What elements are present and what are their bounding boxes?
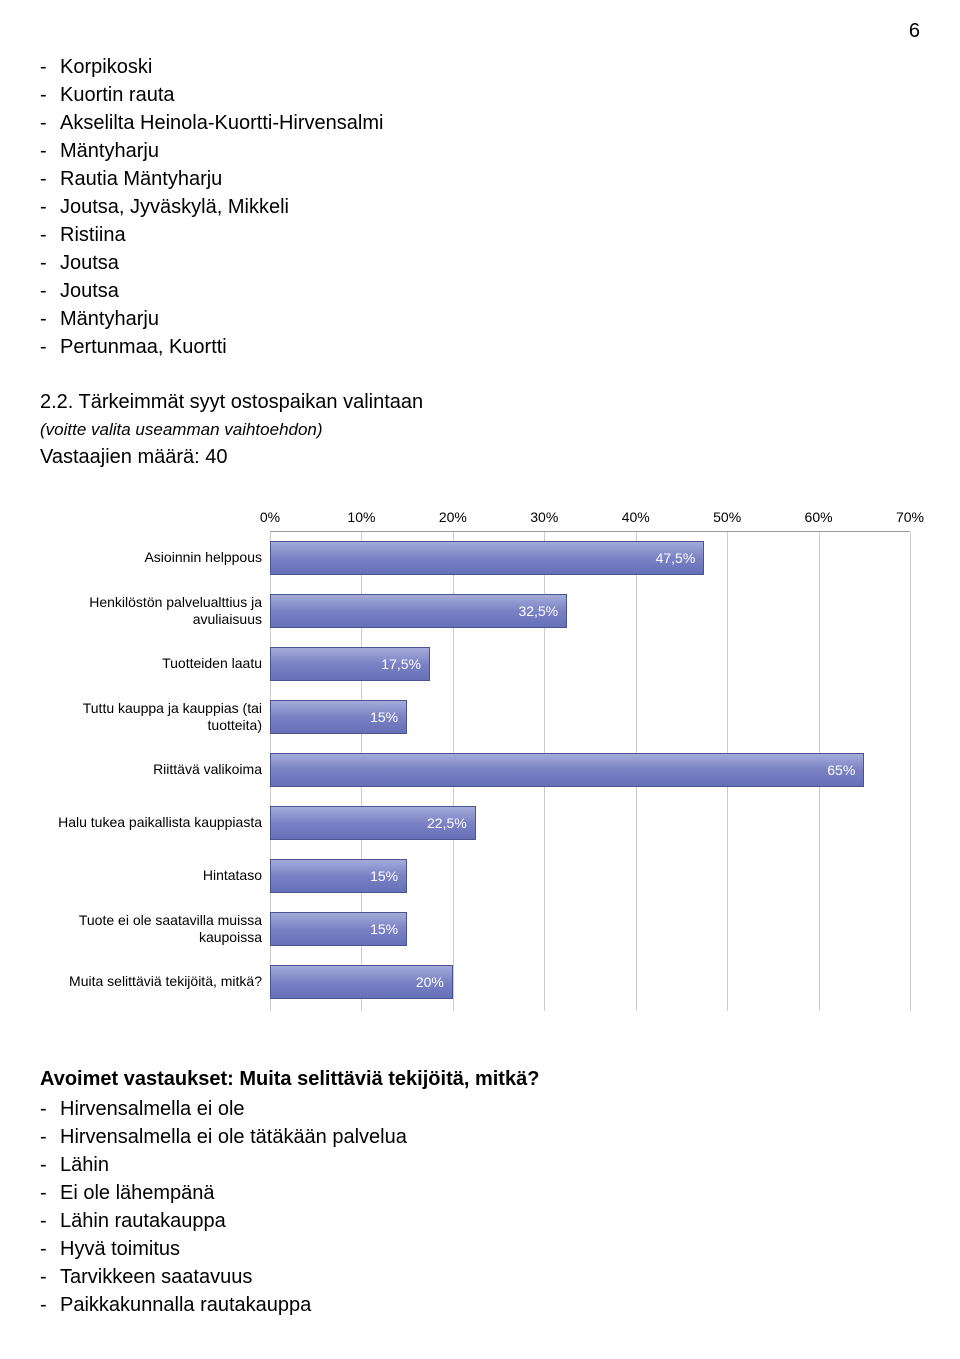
bar-value: 15% — [370, 868, 398, 884]
chart-bar-row: Hintataso 15% — [50, 849, 910, 902]
list-item: Rautia Mäntyharju — [60, 165, 920, 193]
chart-bar-row: Asioinnin helppous 47,5% — [50, 531, 910, 584]
axis-tick: 10% — [347, 509, 375, 525]
list-item: Tarvikkeen saatavuus — [60, 1263, 920, 1291]
bar: 15% — [270, 859, 407, 893]
list-item: Hyvä toimitus — [60, 1235, 920, 1263]
axis-tick: 40% — [622, 509, 650, 525]
page-number: 6 — [40, 20, 920, 43]
bar-value: 65% — [827, 762, 855, 778]
bar-label: Tuttu kauppa ja kauppias (tai tuotteita) — [50, 700, 270, 734]
respondent-count: Vastaajien määrä: 40 — [40, 446, 920, 469]
chart-bar-row: Tuote ei ole saatavilla muissa kaupoissa… — [50, 902, 910, 955]
bar-value: 15% — [370, 921, 398, 937]
gridline — [910, 532, 911, 1011]
list-item: Korpikoski — [60, 53, 920, 81]
answers-title: Avoimet vastaukset: Muita selittäviä tek… — [40, 1068, 920, 1091]
bar-value: 47,5% — [656, 550, 696, 566]
bar-value: 17,5% — [381, 656, 421, 672]
chart-bar-row: Tuttu kauppa ja kauppias (tai tuotteita)… — [50, 690, 910, 743]
list-item: Hirvensalmella ei ole tätäkään palvelua — [60, 1123, 920, 1151]
list-item: Hirvensalmella ei ole — [60, 1095, 920, 1123]
top-bullet-list: KorpikoskiKuortin rautaAkselilta Heinola… — [60, 53, 920, 361]
chart: 0%10%20%30%40%50%60%70% Asioinnin helppo… — [50, 509, 910, 1008]
list-item: Lähin — [60, 1151, 920, 1179]
list-item: Joutsa, Jyväskylä, Mikkeli — [60, 193, 920, 221]
bar-label: Henkilöstön palvelualttius ja avuliaisuu… — [50, 594, 270, 628]
chart-bar-row: Riittävä valikoima 65% — [50, 743, 910, 796]
chart-bar-row: Henkilöstön palvelualttius ja avuliaisuu… — [50, 584, 910, 637]
axis-tick: 70% — [896, 509, 924, 525]
chart-bar-row: Muita selittäviä tekijöitä, mitkä? 20% — [50, 955, 910, 1008]
bar-value: 22,5% — [427, 815, 467, 831]
list-item: Mäntyharju — [60, 305, 920, 333]
bar-label: Muita selittäviä tekijöitä, mitkä? — [50, 973, 270, 990]
bar-label: Hintataso — [50, 867, 270, 884]
axis-tick: 0% — [260, 509, 280, 525]
chart-bar-row: Tuotteiden laatu 17,5% — [50, 637, 910, 690]
bar-label: Asioinnin helppous — [50, 549, 270, 566]
bar: 65% — [270, 753, 864, 787]
bar: 47,5% — [270, 541, 704, 575]
bar-value: 20% — [416, 974, 444, 990]
bar-label: Tuote ei ole saatavilla muissa kaupoissa — [50, 912, 270, 946]
bar: 17,5% — [270, 647, 430, 681]
x-axis-ticks: 0%10%20%30%40%50%60%70% — [270, 509, 910, 527]
bar-label: Riittävä valikoima — [50, 761, 270, 778]
bar-value: 15% — [370, 709, 398, 725]
bar: 15% — [270, 700, 407, 734]
list-item: Akselilta Heinola-Kuortti-Hirvensalmi — [60, 109, 920, 137]
answers-bullet-list: Hirvensalmella ei oleHirvensalmella ei o… — [60, 1095, 920, 1319]
chart-bar-row: Halu tukea paikallista kauppiasta 22,5% — [50, 796, 910, 849]
bar: 20% — [270, 965, 453, 999]
axis-tick: 20% — [439, 509, 467, 525]
bar-label: Halu tukea paikallista kauppiasta — [50, 814, 270, 831]
axis-tick: 50% — [713, 509, 741, 525]
bar-label: Tuotteiden laatu — [50, 655, 270, 672]
section-note: (voitte valita useamman vaihtoehdon) — [40, 420, 920, 440]
bar: 32,5% — [270, 594, 567, 628]
axis-tick: 30% — [530, 509, 558, 525]
bar: 15% — [270, 912, 407, 946]
list-item: Paikkakunnalla rautakauppa — [60, 1291, 920, 1319]
list-item: Pertunmaa, Kuortti — [60, 333, 920, 361]
list-item: Ei ole lähempänä — [60, 1179, 920, 1207]
axis-tick: 60% — [805, 509, 833, 525]
bar: 22,5% — [270, 806, 476, 840]
chart-bars: Asioinnin helppous 47,5% Henkilöstön palve… — [50, 531, 910, 1008]
list-item: Joutsa — [60, 249, 920, 277]
list-item: Mäntyharju — [60, 137, 920, 165]
list-item: Kuortin rauta — [60, 81, 920, 109]
list-item: Joutsa — [60, 277, 920, 305]
section-title: 2.2. Tärkeimmät syyt ostospaikan valinta… — [40, 391, 920, 414]
list-item: Lähin rautakauppa — [60, 1207, 920, 1235]
bar-value: 32,5% — [518, 603, 558, 619]
list-item: Ristiina — [60, 221, 920, 249]
